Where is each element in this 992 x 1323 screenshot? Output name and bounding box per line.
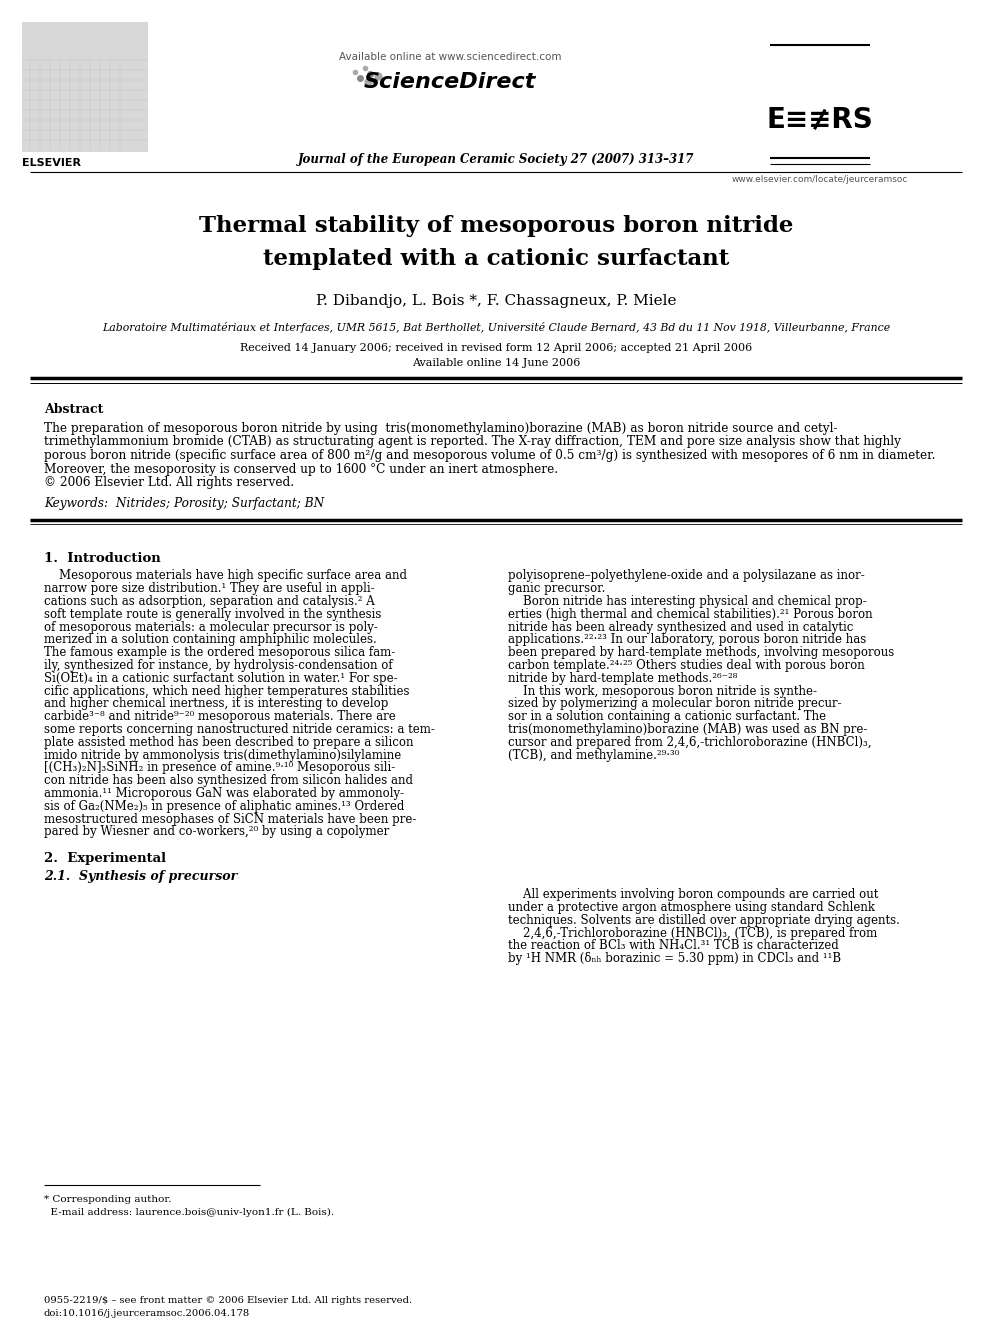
Text: E-mail address: laurence.bois@univ-lyon1.fr (L. Bois).: E-mail address: laurence.bois@univ-lyon1…	[44, 1208, 334, 1217]
Text: In this work, mesoporous boron nitride is synthe-: In this work, mesoporous boron nitride i…	[508, 685, 817, 697]
Text: some reports concerning nanostructured nitride ceramics: a tem-: some reports concerning nanostructured n…	[44, 724, 434, 736]
Text: All experiments involving boron compounds are carried out: All experiments involving boron compound…	[508, 888, 878, 901]
Text: © 2006 Elsevier Ltd. All rights reserved.: © 2006 Elsevier Ltd. All rights reserved…	[44, 476, 294, 490]
Text: ily, synthesized for instance, by hydrolysis-condensation of: ily, synthesized for instance, by hydrol…	[44, 659, 393, 672]
Text: plate assisted method has been described to prepare a silicon: plate assisted method has been described…	[44, 736, 414, 749]
Text: porous boron nitride (specific surface area of 800 m²/g and mesoporous volume of: porous boron nitride (specific surface a…	[44, 448, 935, 462]
Text: been prepared by hard-template methods, involving mesoporous: been prepared by hard-template methods, …	[508, 647, 894, 659]
Text: imido nitride by ammonolysis tris(dimethylamino)silylamine: imido nitride by ammonolysis tris(dimeth…	[44, 749, 401, 762]
Text: E≡≢RS: E≡≢RS	[767, 105, 873, 134]
Text: Keywords:  Nitrides; Porosity; Surfactant; BN: Keywords: Nitrides; Porosity; Surfactant…	[44, 497, 324, 511]
Text: sor in a solution containing a cationic surfactant. The: sor in a solution containing a cationic …	[508, 710, 826, 724]
Text: ammonia.¹¹ Microporous GaN was elaborated by ammonoly-: ammonia.¹¹ Microporous GaN was elaborate…	[44, 787, 404, 800]
Text: Boron nitride has interesting physical and chemical prop-: Boron nitride has interesting physical a…	[508, 595, 867, 609]
Text: ganic precursor.: ganic precursor.	[508, 582, 605, 595]
Text: cursor and prepared from 2,4,6,-trichloroborazine (HNBCl)₃,: cursor and prepared from 2,4,6,-trichlor…	[508, 736, 872, 749]
Text: by ¹H NMR (δₙₕ borazinic = 5.30 ppm) in CDCl₃ and ¹¹B: by ¹H NMR (δₙₕ borazinic = 5.30 ppm) in …	[508, 953, 841, 966]
Text: pared by Wiesner and co-workers,²⁰ by using a copolymer: pared by Wiesner and co-workers,²⁰ by us…	[44, 826, 389, 839]
Text: narrow pore size distribution.¹ They are useful in appli-: narrow pore size distribution.¹ They are…	[44, 582, 375, 595]
Text: [(CH₃)₂N]₃SiNH₂ in presence of amine.⁹·¹⁰ Mesoporous sili-: [(CH₃)₂N]₃SiNH₂ in presence of amine.⁹·¹…	[44, 762, 395, 774]
Text: the reaction of BCl₃ with NH₄Cl.³¹ TCB is characterized: the reaction of BCl₃ with NH₄Cl.³¹ TCB i…	[508, 939, 839, 953]
Text: Received 14 January 2006; received in revised form 12 April 2006; accepted 21 Ap: Received 14 January 2006; received in re…	[240, 343, 752, 353]
Text: tris(monomethylamino)borazine (MAB) was used as BN pre-: tris(monomethylamino)borazine (MAB) was …	[508, 724, 867, 736]
Text: www.elsevier.com/locate/jeurceramsoc: www.elsevier.com/locate/jeurceramsoc	[732, 175, 909, 184]
Text: Available online 14 June 2006: Available online 14 June 2006	[412, 359, 580, 368]
Text: sized by polymerizing a molecular boron nitride precur-: sized by polymerizing a molecular boron …	[508, 697, 841, 710]
Text: carbon template.²⁴·²⁵ Others studies deal with porous boron: carbon template.²⁴·²⁵ Others studies dea…	[508, 659, 865, 672]
Text: Si(OEt)₄ in a cationic surfactant solution in water.¹ For spe-: Si(OEt)₄ in a cationic surfactant soluti…	[44, 672, 398, 685]
Text: P. Dibandjo, L. Bois *, F. Chassagneux, P. Miele: P. Dibandjo, L. Bois *, F. Chassagneux, …	[315, 294, 677, 308]
Text: ScienceDirect: ScienceDirect	[364, 71, 537, 93]
Text: 2,4,6,-Trichloroborazine (HNBCl)₃, (TCB), is prepared from: 2,4,6,-Trichloroborazine (HNBCl)₃, (TCB)…	[508, 926, 877, 939]
Bar	[22, 22, 148, 152]
Text: erties (high thermal and chemical stabilities).²¹ Porous boron: erties (high thermal and chemical stabil…	[508, 607, 873, 620]
Text: Journal of the European Ceramic Society 27 (2007) 313–317: Journal of the European Ceramic Society …	[298, 153, 694, 165]
Text: cific applications, which need higher temperatures stabilities: cific applications, which need higher te…	[44, 685, 410, 697]
Text: carbide³⁻⁸ and nitride⁹⁻²⁰ mesoporous materials. There are: carbide³⁻⁸ and nitride⁹⁻²⁰ mesoporous ma…	[44, 710, 396, 724]
Text: and higher chemical inertness, it is interesting to develop: and higher chemical inertness, it is int…	[44, 697, 389, 710]
Text: merized in a solution containing amphiphilic molecules.: merized in a solution containing amphiph…	[44, 634, 377, 647]
Text: of mesoporous materials: a molecular precursor is poly-: of mesoporous materials: a molecular pre…	[44, 620, 378, 634]
Text: techniques. Solvents are distilled over appropriate drying agents.: techniques. Solvents are distilled over …	[508, 914, 900, 927]
Text: applications.²²·²³ In our laboratory, porous boron nitride has: applications.²²·²³ In our laboratory, po…	[508, 634, 866, 647]
Text: 2.  Experimental: 2. Experimental	[44, 852, 166, 865]
Text: soft template route is generally involved in the synthesis: soft template route is generally involve…	[44, 607, 381, 620]
Text: sis of Ga₂(NMe₂)₅ in presence of aliphatic amines.¹³ Ordered: sis of Ga₂(NMe₂)₅ in presence of aliphat…	[44, 800, 405, 812]
Text: Laboratoire Multimatériaux et Interfaces, UMR 5615, Bat Berthollet, Université C: Laboratoire Multimatériaux et Interfaces…	[102, 321, 890, 333]
Text: The preparation of mesoporous boron nitride by using  tris(monomethylamino)boraz: The preparation of mesoporous boron nitr…	[44, 422, 837, 435]
Text: con nitride has been also synthesized from silicon halides and: con nitride has been also synthesized fr…	[44, 774, 413, 787]
Text: nitride by hard-template methods.²⁶⁻²⁸: nitride by hard-template methods.²⁶⁻²⁸	[508, 672, 737, 685]
Text: (TCB), and methylamine.²⁹·³⁰: (TCB), and methylamine.²⁹·³⁰	[508, 749, 680, 762]
Text: Thermal stability of mesoporous boron nitride: Thermal stability of mesoporous boron ni…	[198, 216, 794, 237]
Text: cations such as adsorption, separation and catalysis.² A: cations such as adsorption, separation a…	[44, 595, 375, 609]
Text: 0955-2219/$ – see front matter © 2006 Elsevier Ltd. All rights reserved.: 0955-2219/$ – see front matter © 2006 El…	[44, 1297, 412, 1304]
Text: Abstract: Abstract	[44, 404, 103, 415]
Text: Mesoporous materials have high specific surface area and: Mesoporous materials have high specific …	[44, 569, 407, 582]
Text: 2.1.  Synthesis of precursor: 2.1. Synthesis of precursor	[44, 871, 237, 884]
Text: templated with a cationic surfactant: templated with a cationic surfactant	[263, 247, 729, 270]
Text: trimethylammonium bromide (CTAB) as structurating agent is reported. The X-ray d: trimethylammonium bromide (CTAB) as stru…	[44, 435, 901, 448]
Text: Available online at www.sciencedirect.com: Available online at www.sciencedirect.co…	[338, 52, 561, 62]
Text: ELSEVIER: ELSEVIER	[22, 157, 81, 168]
Text: nitride has been already synthesized and used in catalytic: nitride has been already synthesized and…	[508, 620, 853, 634]
Text: polyisoprene–polyethylene-oxide and a polysilazane as inor-: polyisoprene–polyethylene-oxide and a po…	[508, 569, 865, 582]
Text: Moreover, the mesoporosity is conserved up to 1600 °C under an inert atmosphere.: Moreover, the mesoporosity is conserved …	[44, 463, 558, 475]
Text: mesostructured mesophases of SiCN materials have been pre-: mesostructured mesophases of SiCN materi…	[44, 812, 417, 826]
Text: The famous example is the ordered mesoporous silica fam-: The famous example is the ordered mesopo…	[44, 647, 395, 659]
Text: under a protective argon atmosphere using standard Schlenk: under a protective argon atmosphere usin…	[508, 901, 875, 914]
Text: 1.  Introduction: 1. Introduction	[44, 552, 161, 565]
Text: * Corresponding author.: * Corresponding author.	[44, 1195, 172, 1204]
Text: doi:10.1016/j.jeurceramsoc.2006.04.178: doi:10.1016/j.jeurceramsoc.2006.04.178	[44, 1308, 250, 1318]
